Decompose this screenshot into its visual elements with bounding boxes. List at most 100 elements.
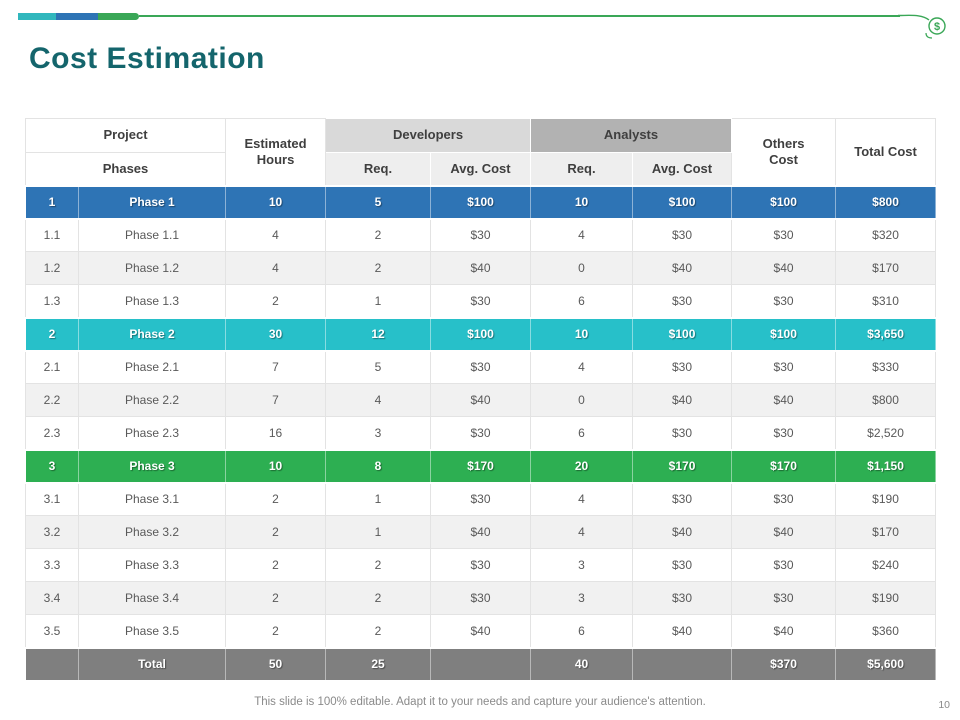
table-row: 1.2 Phase 1.2 4 2 $40 0 $40 $40 $170 [25, 251, 937, 285]
cell-estimated-hours: 2 [225, 284, 327, 318]
cell-analyst-req: 0 [530, 383, 634, 417]
cell-phase-name: Phase 1.1 [77, 218, 227, 252]
cell-others-cost: $170 [731, 448, 837, 484]
cell-dev-req: 2 [325, 218, 432, 252]
table-row: 3.1 Phase 3.1 2 1 $30 4 $30 $30 $190 [25, 482, 937, 516]
header-analyst-req: Req. [530, 152, 634, 186]
accent-line [139, 15, 900, 17]
cell-others-cost: $370 [731, 646, 837, 682]
cell-total-cost: $800 [835, 383, 937, 417]
cell-num: 1.3 [25, 284, 79, 318]
accent-bar-green [98, 13, 139, 20]
cell-others-cost: $40 [731, 614, 837, 648]
table-row: 3.4 Phase 3.4 2 2 $30 3 $30 $30 $190 [25, 581, 937, 615]
cell-estimated-hours: 2 [225, 581, 327, 615]
table-row: 2.1 Phase 2.1 7 5 $30 4 $30 $30 $330 [25, 350, 937, 384]
dollar-icon: $ [898, 14, 946, 39]
cell-num: 3.5 [25, 614, 79, 648]
cell-analyst-avg-cost: $30 [632, 482, 733, 516]
cell-total-cost: $170 [835, 515, 937, 549]
cell-analyst-avg-cost: $100 [632, 184, 733, 220]
table-row: 3.5 Phase 3.5 2 2 $40 6 $40 $40 $360 [25, 614, 937, 648]
cell-phase-name: Phase 2 [77, 316, 227, 352]
cell-dev-req: 2 [325, 251, 432, 285]
cell-dev-avg-cost: $30 [430, 482, 532, 516]
cell-analyst-req: 3 [530, 548, 634, 582]
header-analyst-avg-cost: Avg. Cost [632, 152, 733, 186]
cost-table: Project Estimated Hours Developers Analy… [24, 118, 937, 682]
cell-others-cost: $30 [731, 350, 837, 384]
table-row: 2.2 Phase 2.2 7 4 $40 0 $40 $40 $800 [25, 383, 937, 417]
header-row-sub: Phases Req. Avg. Cost Req. Avg. Cost [24, 152, 936, 186]
cell-analyst-req: 6 [530, 416, 634, 450]
cell-analyst-avg-cost: $30 [632, 581, 733, 615]
header-phases: Phases [24, 152, 227, 186]
cell-dev-req: 8 [325, 448, 432, 484]
cell-analyst-avg-cost: $40 [632, 251, 733, 285]
cell-dev-avg-cost: $30 [430, 548, 532, 582]
cell-estimated-hours: 16 [225, 416, 327, 450]
cell-analyst-req: 6 [530, 614, 634, 648]
cell-phase-name: Phase 3.1 [77, 482, 227, 516]
cell-others-cost: $30 [731, 581, 837, 615]
cell-phase-name: Phase 3.5 [77, 614, 227, 648]
table-row: 1.3 Phase 1.3 2 1 $30 6 $30 $30 $310 [25, 284, 937, 318]
cell-dev-req: 5 [325, 184, 432, 220]
cell-num: 2 [25, 316, 79, 352]
cell-dev-req: 25 [325, 646, 432, 682]
cell-analyst-req: 4 [530, 515, 634, 549]
cell-total-cost: $2,520 [835, 416, 937, 450]
cell-dev-avg-cost: $40 [430, 251, 532, 285]
cell-num: 1.1 [25, 218, 79, 252]
table-body: 1 Phase 1 10 5 $100 10 $100 $100 $800 1.1 Phase 1.… [25, 184, 937, 682]
cell-estimated-hours: 10 [225, 184, 327, 220]
cell-total-cost: $1,150 [835, 448, 937, 484]
cell-num: 3 [25, 448, 79, 484]
cell-dev-req: 2 [325, 614, 432, 648]
cell-total-cost: $240 [835, 548, 937, 582]
cell-estimated-hours: 30 [225, 316, 327, 352]
cell-dev-avg-cost: $30 [430, 350, 532, 384]
accent-bar-blue [56, 13, 98, 20]
table-header: Project Estimated Hours Developers Analy… [24, 118, 937, 186]
cell-num: 3.3 [25, 548, 79, 582]
summary-row: 2 Phase 2 30 12 $100 10 $100 $100 $3,650 [25, 316, 937, 352]
cell-phase-name: Phase 3.2 [77, 515, 227, 549]
cell-others-cost: $40 [731, 383, 837, 417]
cell-analyst-avg-cost: $30 [632, 284, 733, 318]
header-developers: Developers [325, 118, 532, 153]
cell-dev-req: 2 [325, 581, 432, 615]
header-project: Project [24, 118, 227, 153]
cell-total-cost: $800 [835, 184, 937, 220]
cell-others-cost: $100 [731, 316, 837, 352]
cell-phase-name: Phase 3.4 [77, 581, 227, 615]
cell-analyst-req: 20 [530, 448, 634, 484]
header-total-cost: Total Cost [835, 118, 937, 186]
cell-total-cost: $310 [835, 284, 937, 318]
cell-total-cost: $360 [835, 614, 937, 648]
cell-total-cost: $320 [835, 218, 937, 252]
table-row: 2.3 Phase 2.3 16 3 $30 6 $30 $30 $2,520 [25, 416, 937, 450]
page-title: Cost Estimation [29, 42, 265, 75]
cell-dev-req: 1 [325, 284, 432, 318]
cell-analyst-req: 6 [530, 284, 634, 318]
cell-num: 2.2 [25, 383, 79, 417]
header-row-top: Project Estimated Hours Developers Analy… [24, 118, 937, 186]
cell-analyst-avg-cost: $30 [632, 350, 733, 384]
header-analysts: Analysts [530, 118, 733, 153]
cell-estimated-hours: 4 [225, 251, 327, 285]
cell-analyst-avg-cost: $40 [632, 515, 733, 549]
cell-phase-name: Phase 1 [77, 184, 227, 220]
cell-num: 3.4 [25, 581, 79, 615]
cell-analyst-avg-cost: $170 [632, 448, 733, 484]
cell-estimated-hours: 2 [225, 515, 327, 549]
cell-dev-avg-cost: $30 [430, 416, 532, 450]
cell-others-cost: $30 [731, 548, 837, 582]
cell-total-cost: $5,600 [835, 646, 937, 682]
cell-dev-req: 12 [325, 316, 432, 352]
summary-row: 3 Phase 3 10 8 $170 20 $170 $170 $1,150 [25, 448, 937, 484]
table-row: 3.2 Phase 3.2 2 1 $40 4 $40 $40 $170 [25, 515, 937, 549]
cell-analyst-avg-cost: $40 [632, 614, 733, 648]
cell-estimated-hours: 7 [225, 383, 327, 417]
